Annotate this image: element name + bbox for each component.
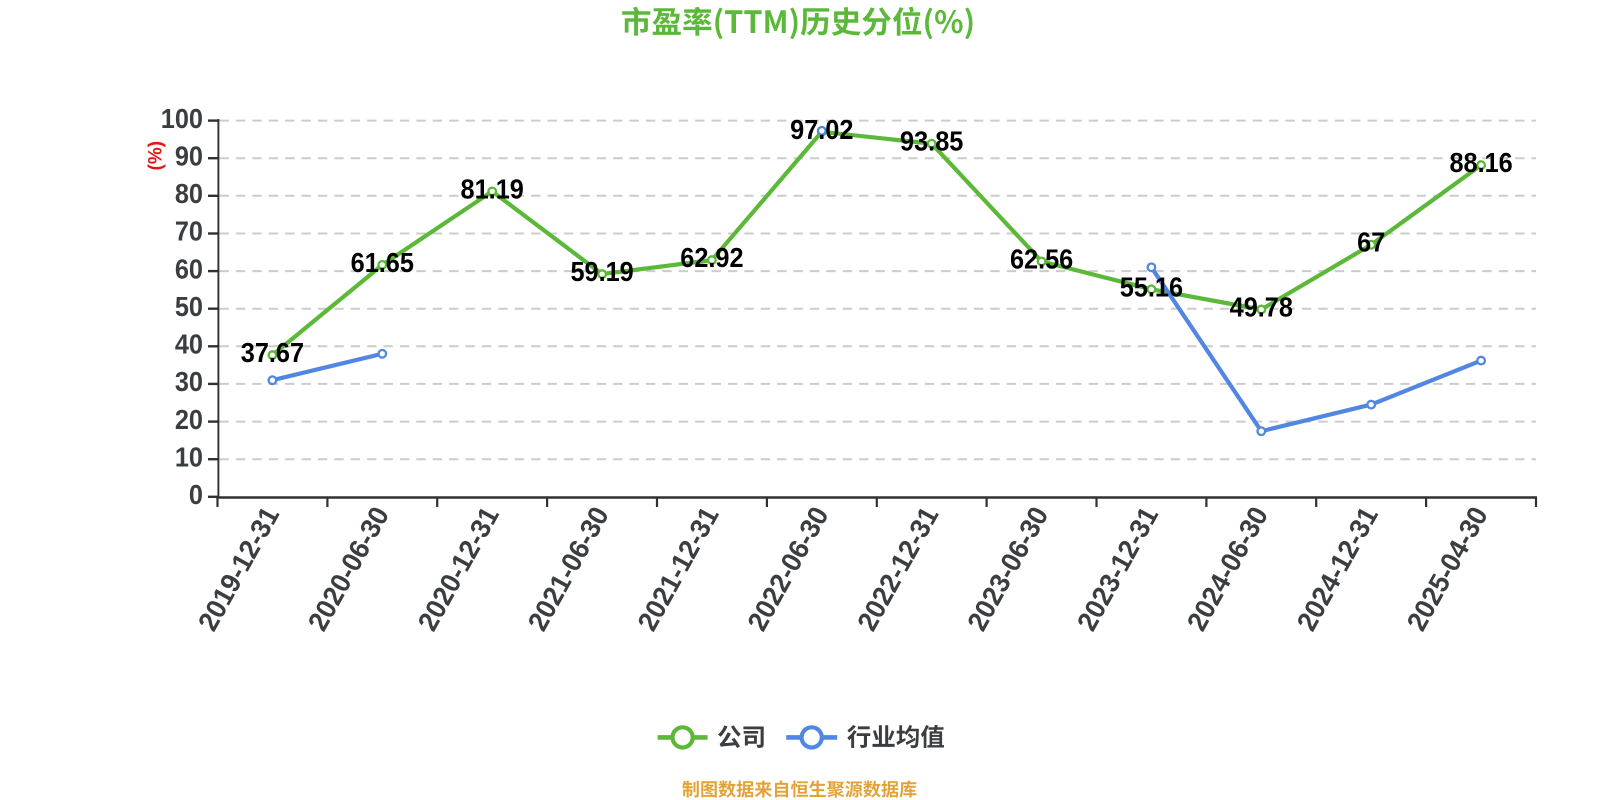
svg-text:2024-12-31: 2024-12-31	[1290, 501, 1384, 636]
svg-text:49.78: 49.78	[1230, 292, 1293, 323]
svg-text:61.65: 61.65	[351, 247, 414, 278]
svg-text:90: 90	[175, 140, 203, 171]
svg-text:62.92: 62.92	[680, 242, 743, 273]
svg-text:40: 40	[175, 329, 203, 360]
svg-text:62.56: 62.56	[1010, 243, 1073, 274]
svg-text:(%): (%)	[146, 141, 167, 171]
svg-text:0: 0	[189, 479, 203, 510]
svg-text:50: 50	[175, 291, 203, 322]
svg-text:67: 67	[1357, 227, 1385, 258]
svg-text:55.16: 55.16	[1120, 271, 1183, 302]
svg-text:88.16: 88.16	[1449, 147, 1512, 178]
svg-text:30: 30	[175, 366, 203, 397]
svg-text:70: 70	[175, 216, 203, 247]
svg-text:2022-12-31: 2022-12-31	[851, 501, 945, 636]
svg-text:2023-12-31: 2023-12-31	[1070, 501, 1164, 636]
svg-text:2021-06-30: 2021-06-30	[521, 501, 615, 636]
svg-text:93.85: 93.85	[900, 126, 963, 157]
svg-text:37.67: 37.67	[241, 337, 304, 368]
svg-text:10: 10	[175, 441, 203, 472]
svg-text:100: 100	[161, 103, 203, 134]
svg-text:20: 20	[175, 404, 203, 435]
svg-text:2024-06-30: 2024-06-30	[1180, 501, 1274, 636]
svg-text:2022-06-30: 2022-06-30	[741, 501, 835, 636]
svg-text:80: 80	[175, 178, 203, 209]
svg-text:2020-06-30: 2020-06-30	[301, 501, 395, 636]
svg-text:2025-04-30: 2025-04-30	[1400, 501, 1494, 636]
svg-text:2021-12-31: 2021-12-31	[631, 501, 725, 636]
svg-text:59.19: 59.19	[570, 256, 633, 287]
svg-text:60: 60	[175, 253, 203, 284]
svg-text:2023-06-30: 2023-06-30	[961, 501, 1055, 636]
svg-text:97.02: 97.02	[790, 114, 853, 145]
svg-text:81.19: 81.19	[461, 173, 524, 204]
svg-text:2019-12-31: 2019-12-31	[191, 501, 285, 636]
svg-text:2020-12-31: 2020-12-31	[411, 501, 505, 636]
